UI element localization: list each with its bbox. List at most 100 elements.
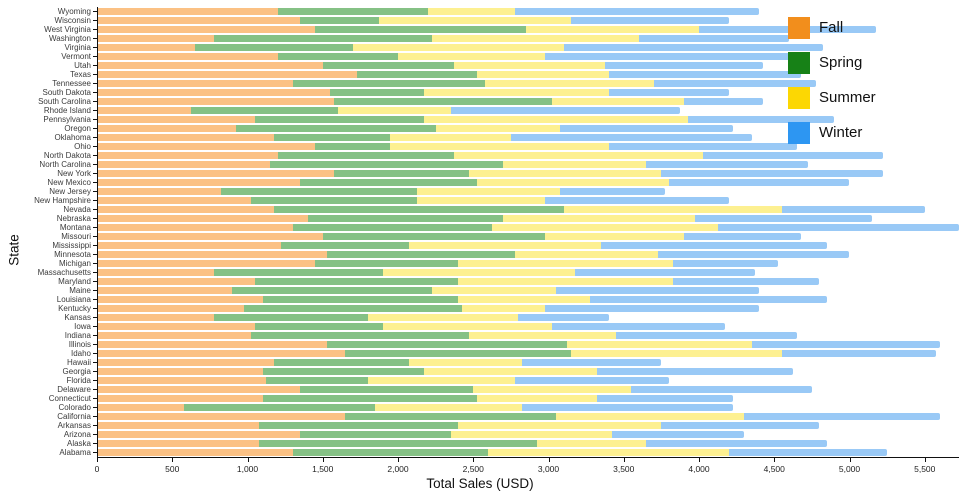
bar-segment-winter — [450, 107, 681, 114]
y-tick-label: South Dakota — [42, 88, 91, 97]
bar-row-colorado — [97, 404, 733, 411]
bar-segment-winter — [597, 368, 794, 375]
bar-segment-summer — [563, 206, 782, 213]
bar-row-arkansas — [97, 422, 820, 429]
bar-segment-fall — [97, 440, 259, 447]
bar-segment-summer — [454, 62, 605, 69]
x-tick-label: 3,500 — [613, 464, 635, 474]
bar-segment-winter — [510, 134, 752, 141]
y-tick-mark — [93, 11, 97, 12]
y-tick-mark — [93, 272, 97, 273]
bar-row-new-york — [97, 170, 884, 177]
legend-item-winter: Winter — [788, 122, 876, 144]
y-tick-mark — [93, 407, 97, 408]
bar-segment-winter — [631, 386, 812, 393]
y-tick-label: South Carolina — [38, 97, 91, 106]
bar-segment-spring — [183, 404, 376, 411]
bar-segment-spring — [213, 35, 432, 42]
bar-row-connecticut — [97, 395, 733, 402]
bar-row-hawaii — [97, 359, 662, 366]
y-tick-label: Minnesota — [54, 250, 91, 259]
bar-segment-summer — [458, 296, 590, 303]
bar-segment-fall — [97, 107, 192, 114]
bar-segment-fall — [97, 269, 214, 276]
y-tick-label: Kentucky — [58, 304, 91, 313]
y-tick-mark — [93, 371, 97, 372]
bar-segment-fall — [97, 179, 301, 186]
bar-row-new-jersey — [97, 188, 666, 195]
bar-segment-spring — [322, 62, 455, 69]
bar-segment-summer — [424, 368, 598, 375]
bar-segment-winter — [695, 215, 873, 222]
y-tick-label: Tennessee — [52, 79, 91, 88]
y-tick-mark — [93, 245, 97, 246]
bar-row-wyoming — [97, 8, 760, 15]
bar-segment-winter — [702, 152, 884, 159]
bar-segment-summer — [379, 17, 572, 24]
x-tick-mark — [623, 458, 625, 462]
x-tick-label: 1,500 — [312, 464, 334, 474]
bar-segment-winter — [597, 395, 733, 402]
bar-segment-spring — [273, 206, 564, 213]
bar-segment-winter — [514, 377, 669, 384]
bar-segment-spring — [221, 188, 417, 195]
bar-segment-fall — [97, 26, 316, 33]
bar-segment-summer — [473, 386, 632, 393]
bar-segment-winter — [544, 305, 760, 312]
bar-segment-winter — [668, 179, 850, 186]
bar-segment-summer — [337, 107, 451, 114]
y-tick-mark — [93, 317, 97, 318]
bar-row-maryland — [97, 278, 820, 285]
bar-segment-fall — [97, 296, 263, 303]
bar-segment-summer — [571, 350, 782, 357]
bar-segment-spring — [191, 107, 338, 114]
bar-segment-fall — [97, 305, 244, 312]
y-tick-label: California — [57, 412, 91, 421]
y-tick-label: Maryland — [58, 277, 91, 286]
bar-segment-summer — [469, 332, 617, 339]
y-tick-mark — [93, 56, 97, 57]
y-tick-label: Missouri — [61, 232, 91, 241]
y-tick-mark — [93, 155, 97, 156]
bar-segment-summer — [367, 377, 515, 384]
bar-segment-summer — [537, 440, 647, 447]
bar-segment-summer — [375, 404, 523, 411]
y-tick-label: Louisiana — [56, 295, 91, 304]
y-tick-mark — [93, 443, 97, 444]
x-tick-label: 4,000 — [688, 464, 710, 474]
y-tick-mark — [93, 92, 97, 93]
legend-label: Fall — [819, 19, 844, 36]
y-tick-mark — [93, 83, 97, 84]
bar-segment-summer — [352, 44, 564, 51]
bar-segment-spring — [255, 278, 459, 285]
bar-row-virginia — [97, 44, 824, 51]
bar-segment-spring — [326, 251, 515, 258]
bar-segment-fall — [97, 170, 335, 177]
y-tick-label: Arizona — [63, 430, 91, 439]
x-tick-label: 5,500 — [914, 464, 936, 474]
y-tick-label: North Carolina — [39, 160, 91, 169]
legend-swatch-fall — [788, 17, 810, 39]
bar-segment-spring — [307, 215, 504, 222]
bar-segment-summer — [428, 8, 515, 15]
x-tick-label: 2,000 — [387, 464, 409, 474]
bar-segment-fall — [97, 62, 323, 69]
bar-segment-winter — [781, 206, 925, 213]
bar-segment-summer — [397, 53, 545, 60]
y-tick-label: Pennsylvania — [43, 115, 91, 124]
bar-segment-spring — [251, 197, 417, 204]
bar-segment-summer — [503, 215, 696, 222]
bar-row-kentucky — [97, 305, 760, 312]
y-tick-label: Virginia — [64, 43, 91, 52]
y-tick-mark — [93, 47, 97, 48]
bar-segment-fall — [97, 215, 308, 222]
y-tick-mark — [93, 65, 97, 66]
bar-segment-winter — [608, 143, 797, 150]
bar-segment-fall — [97, 314, 214, 321]
bar-segment-winter — [559, 188, 666, 195]
bar-segment-spring — [262, 395, 477, 402]
bar-row-california — [97, 413, 940, 420]
bar-row-oregon — [97, 125, 733, 132]
y-tick-mark — [93, 191, 97, 192]
